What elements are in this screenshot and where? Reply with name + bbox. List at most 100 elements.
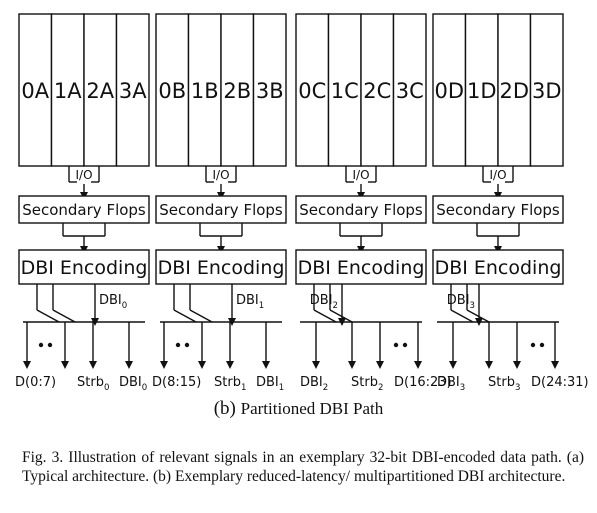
cell-1a: [50, 13, 85, 167]
dbi-signal-label-base: DBI: [99, 293, 122, 308]
dbi-signal-label-subscript: 3: [470, 301, 475, 311]
enc-out-diag-2: [329, 309, 353, 323]
cell-3c: [392, 13, 427, 167]
ellipsis-dot-1: [175, 342, 181, 348]
ellipsis-dot-1: [530, 342, 536, 348]
cell-label-0a: 0A: [21, 79, 49, 103]
dbi-signal-label-base: DBI: [236, 293, 259, 308]
output-label-2-base: Strb: [214, 375, 241, 390]
io-label: I/O: [489, 168, 506, 182]
dbi-encoding-label: DBI Encoding: [158, 257, 285, 279]
output-label-3: D(16:23): [394, 375, 452, 390]
cell-3a: [115, 13, 150, 167]
cell-label-3a: 3A: [119, 79, 147, 103]
cell-label-3c: 3C: [396, 79, 424, 103]
output-label-1: DBI2: [300, 375, 328, 393]
ellipsis-dot-2: [539, 342, 545, 348]
dbi-signal-label: DBI0: [99, 293, 127, 311]
secondary-flops-box: [18, 195, 150, 224]
output-label-1-base: DBI: [300, 375, 323, 390]
io-label: I/O: [212, 168, 229, 182]
cell-label-1c: 1C: [331, 79, 359, 103]
output-label-2-subscript: 1: [241, 383, 246, 393]
dbi-signal-label-base: DBI: [447, 293, 470, 308]
secondary-flops-box: [295, 195, 427, 224]
cell-3d: [529, 13, 564, 167]
cell-0a: [18, 13, 53, 167]
output-label-1-base: D(0:7): [15, 375, 56, 390]
enc-out-diag-2: [189, 309, 213, 323]
io-label: I/O: [352, 168, 369, 182]
dbi-signal-label-base: DBI: [310, 293, 333, 308]
partition-d: 0D 1D 2D 3D I/O Secondary Flops DBI Encoding DB…: [432, 13, 589, 393]
output-label-1-base: DBI: [437, 375, 460, 390]
cell-1b: [187, 13, 222, 167]
secondary-flops-label: Secondary Flops: [159, 201, 283, 219]
output-label-2: Strb1: [214, 375, 246, 393]
cell-label-2b: 2B: [223, 79, 251, 103]
output-label-3: D(24:31): [531, 375, 589, 390]
dbi-encoding-box: [155, 249, 287, 285]
cell-label-2a: 2A: [86, 79, 114, 103]
subfigure-title: Partitioned DBI Path: [240, 399, 384, 418]
cell-2d: [497, 13, 532, 167]
figure-caption: Fig. 3. Illustration of relevant signals…: [22, 449, 584, 485]
enc-out-diag-2: [466, 309, 490, 323]
output-label-3: DBI0: [119, 375, 147, 393]
ellipsis-dot-1: [38, 342, 44, 348]
enc-out-diag-1: [36, 309, 60, 323]
output-label-2-base: Strb: [488, 375, 515, 390]
output-label-1: D(0:7): [15, 375, 56, 390]
output-label-1: DBI3: [437, 375, 465, 393]
dbi-encoding-label: DBI Encoding: [298, 257, 425, 279]
output-label-2: Strb3: [488, 375, 520, 393]
output-label-3-base: DBI: [256, 375, 279, 390]
dbi-signal-label: DBI2: [310, 293, 338, 311]
output-label-1-subscript: 3: [460, 383, 465, 393]
output-label-1: D(8:15): [152, 375, 201, 390]
secondary-flops-label: Secondary Flops: [22, 201, 146, 219]
output-label-2-subscript: 0: [104, 383, 109, 393]
enc-out-diag-1: [313, 309, 337, 323]
cell-label-2d: 2D: [499, 79, 529, 103]
cell-label-0c: 0C: [298, 79, 326, 103]
output-label-2: Strb0: [77, 375, 109, 393]
enc-out-diag-1: [173, 309, 197, 323]
secondary-flops-box: [432, 195, 564, 224]
cell-label-1b: 1B: [191, 79, 219, 103]
secondary-flops-box: [155, 195, 287, 224]
enc-out-diag-2: [52, 309, 76, 323]
ellipsis-dot-2: [184, 342, 190, 348]
dbi-signal-label: DBI3: [447, 293, 475, 311]
cell-label-2c: 2C: [363, 79, 391, 103]
dbi-signal-label-subscript: 1: [259, 301, 264, 311]
output-label-3: DBI1: [256, 375, 284, 393]
partition-b: 0B 1B 2B 3B I/O Secondary Flops DBI Encoding DB…: [152, 13, 287, 393]
cell-3b: [252, 13, 287, 167]
cell-2c: [360, 13, 395, 167]
output-label-3-base: D(16:23): [394, 375, 452, 390]
dbi-encoding-label: DBI Encoding: [435, 257, 562, 279]
partitioned-dbi-diagram: 0A 1A 2A 3A I/O Secondary Flops DBI Encoding DB…: [15, 13, 589, 393]
output-label-1-base: D(8:15): [152, 375, 201, 390]
output-label-2-subscript: 3: [515, 383, 520, 393]
cell-label-3d: 3D: [532, 79, 562, 103]
output-label-2-base: Strb: [351, 375, 378, 390]
output-label-3-subscript: 0: [142, 383, 147, 393]
cell-2a: [83, 13, 118, 167]
partition-a: 0A 1A 2A 3A I/O Secondary Flops DBI Encoding DB…: [15, 13, 150, 393]
dbi-encoding-box: [18, 249, 150, 285]
cell-label-3b: 3B: [256, 79, 284, 103]
dbi-encoding-box: [295, 249, 427, 285]
dbi-encoding-box: [432, 249, 564, 285]
ellipsis-dot-2: [402, 342, 408, 348]
output-label-2-base: Strb: [77, 375, 104, 390]
secondary-flops-label: Secondary Flops: [299, 201, 423, 219]
partition-c: 0C 1C 2C 3C I/O Secondary Flops DBI Encoding DB…: [295, 13, 452, 393]
output-label-2-subscript: 2: [378, 383, 383, 393]
output-label-2: Strb2: [351, 375, 383, 393]
secondary-flops-label: Secondary Flops: [436, 201, 560, 219]
ellipsis-dot-2: [47, 342, 53, 348]
output-label-3-subscript: 1: [279, 383, 284, 393]
cell-1c: [327, 13, 362, 167]
